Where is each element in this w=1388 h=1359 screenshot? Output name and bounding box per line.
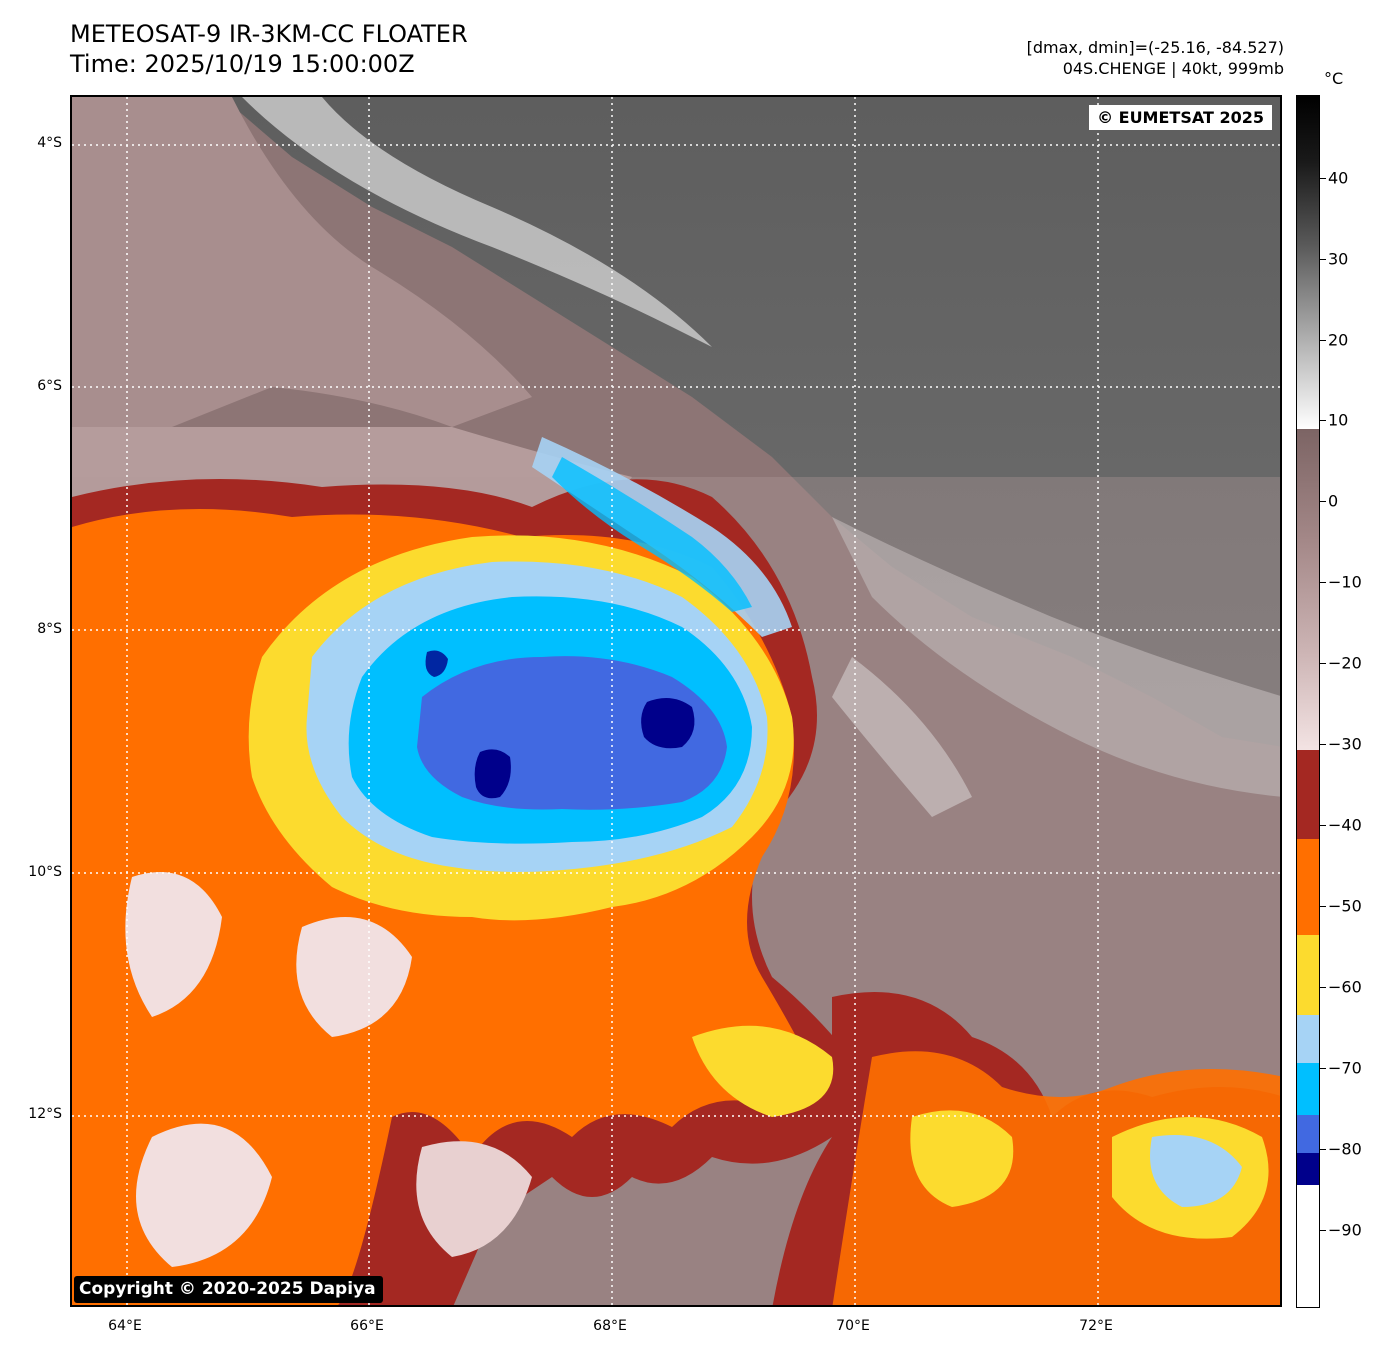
colorbar-tick (1320, 340, 1326, 341)
warm-patch-1 (125, 872, 222, 1017)
colorbar-tick (1320, 663, 1326, 664)
dmax-dmin-readout: [dmax, dmin]=(-25.16, -84.527) (1026, 38, 1284, 57)
figure-time: Time: 2025/10/19 15:00:00Z (70, 50, 415, 78)
lightblue-cell-se (1150, 1135, 1242, 1207)
colorbar-tick (1320, 1068, 1326, 1069)
lat-label-6s: 6°S (37, 378, 62, 394)
colorbar-label-m60: −60 (1328, 977, 1362, 997)
dapiya-credit: Copyright © 2020-2025 Dapiya (74, 1276, 383, 1303)
colorbar-label-m10: −10 (1328, 572, 1362, 592)
colorbar-label-30: 30 (1328, 249, 1349, 269)
colorbar-tick (1320, 1149, 1326, 1150)
colorbar-label-m20: −20 (1328, 653, 1362, 673)
colorbar-label-m40: −40 (1328, 815, 1362, 835)
colorbar-label-20: 20 (1328, 330, 1349, 350)
temperature-colorbar (1296, 95, 1320, 1308)
lat-label-8s: 8°S (37, 621, 62, 637)
colorbar-label-m30: −30 (1328, 734, 1362, 754)
yellow-cell-se-1 (910, 1110, 1014, 1207)
colorbar-skyblue-segment (1297, 1063, 1319, 1115)
colorbar-label-m90: −90 (1328, 1220, 1362, 1240)
colorbar-unit: °C (1324, 69, 1344, 88)
cold-core-west (474, 749, 511, 799)
cold-core-east (641, 698, 695, 749)
colorbar-tick (1320, 744, 1326, 745)
colorbar-darkred-segment (1297, 750, 1319, 839)
colorbar-tick (1320, 259, 1326, 260)
colorbar-royalblue-segment (1297, 1115, 1319, 1153)
colorbar-tick (1320, 906, 1326, 907)
colorbar-label-10: 10 (1328, 410, 1349, 430)
eumetsat-watermark: © EUMETSAT 2025 (1089, 105, 1272, 130)
cirrus-streak (242, 97, 712, 347)
satellite-map[interactable]: © EUMETSAT 2025 Copyright © 2020-2025 Da… (70, 95, 1282, 1307)
colorbar-tick (1320, 987, 1326, 988)
warm-patch-3 (136, 1123, 272, 1267)
colorbar-tick (1320, 825, 1326, 826)
lon-label-68e: 68°E (593, 1318, 627, 1334)
lat-label-10s: 10°S (28, 864, 62, 880)
outflow-core (552, 457, 752, 612)
colorbar-tick (1320, 501, 1326, 502)
lon-label-64e: 64°E (108, 1318, 142, 1334)
warm-sky-region (222, 97, 1280, 747)
colorbar-label-m80: −80 (1328, 1139, 1362, 1159)
lat-label-4s: 4°S (37, 135, 62, 151)
colorbar-label-m70: −70 (1328, 1058, 1362, 1078)
colorbar-tick (1320, 1230, 1326, 1231)
colorbar-lightblue-segment (1297, 1015, 1319, 1063)
warm-patch-2 (296, 917, 412, 1037)
colorbar-label-m50: −50 (1328, 896, 1362, 916)
colorbar-tick (1320, 178, 1326, 179)
colorbar-label-40: 40 (1328, 168, 1349, 188)
colorbar-brown-segment (1297, 429, 1319, 750)
lon-label-66e: 66°E (350, 1318, 384, 1334)
ir-imagery (72, 97, 1280, 1305)
lon-label-70e: 70°E (836, 1318, 870, 1334)
cirrus-band (832, 517, 1280, 797)
yellow-cell-south (692, 1025, 834, 1117)
cold-core-north (425, 650, 448, 677)
lat-label-12s: 12°S (28, 1106, 62, 1122)
storm-info: 04S.CHENGE | 40kt, 999mb (1062, 59, 1284, 78)
cirrus-fragment (832, 657, 972, 817)
colorbar-tick (1320, 420, 1326, 421)
colorbar-yellow-segment (1297, 935, 1319, 1015)
colorbar-label-0: 0 (1328, 491, 1339, 511)
colorbar-navy-segment (1297, 1153, 1319, 1185)
mid-cloud-west (72, 97, 532, 427)
figure-title: METEOSAT-9 IR-3KM-CC FLOATER (70, 20, 468, 48)
colorbar-white-segment (1297, 1185, 1319, 1307)
colorbar-tick (1320, 582, 1326, 583)
colorbar-gray-segment (1297, 96, 1319, 429)
lon-label-72e: 72°E (1079, 1318, 1113, 1334)
graticule (72, 97, 1280, 1305)
colorbar-orange-segment (1297, 839, 1319, 935)
warm-patch-4 (416, 1141, 532, 1257)
